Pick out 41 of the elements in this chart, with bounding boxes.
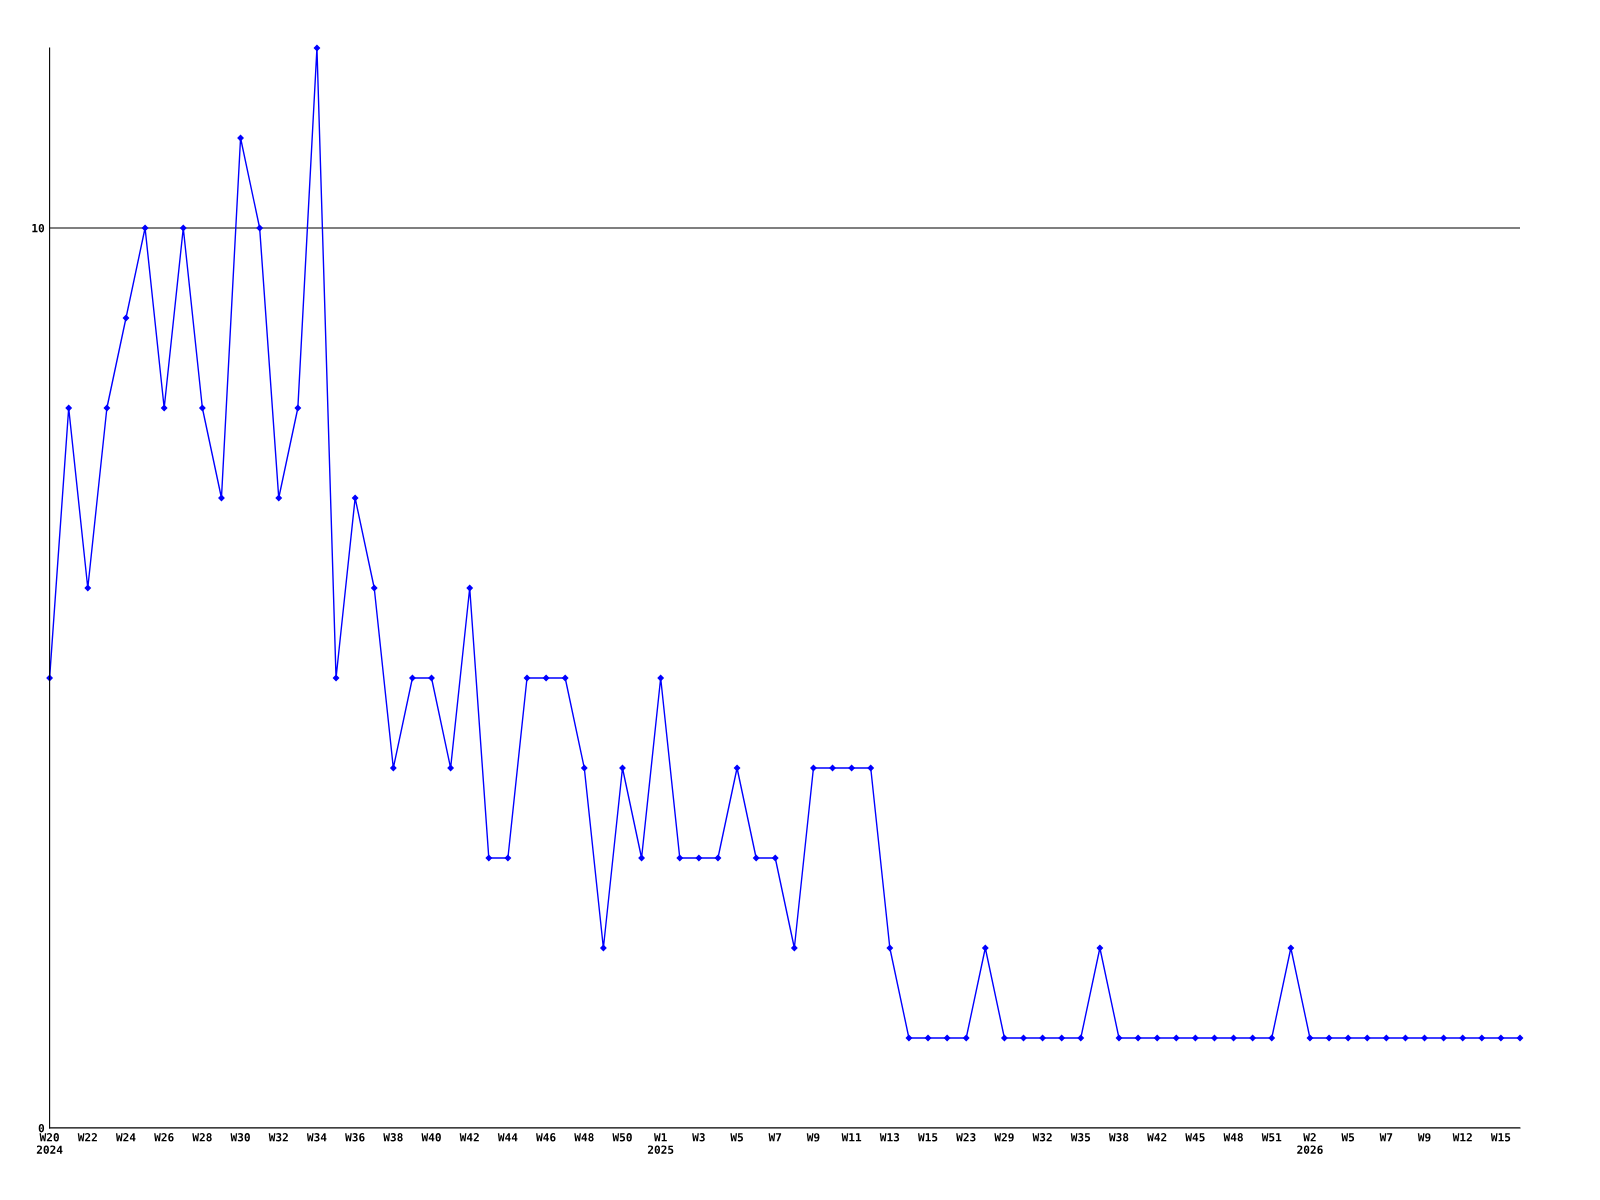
x-tick-label: W35	[1070, 1133, 1091, 1142]
x-tick-label: W42	[1147, 1133, 1167, 1142]
x-tick-label: W9	[1417, 1133, 1431, 1142]
x-tick-label: W50	[612, 1133, 632, 1142]
x-tick-label: W28	[192, 1133, 212, 1142]
x-tick-label: W48	[574, 1133, 594, 1142]
x-tick-label: W24	[115, 1133, 136, 1142]
y-tick-label: 10	[32, 223, 45, 233]
x-tick-label: W3	[692, 1133, 705, 1142]
x-tick-label: W9	[806, 1133, 820, 1142]
x-tick-label: W7	[1379, 1133, 1393, 1142]
x-tick-label: W15	[917, 1133, 938, 1142]
x-tick-label: W29	[994, 1133, 1014, 1142]
x-tick-label: W40	[421, 1133, 441, 1142]
x-tick-label: W46	[536, 1133, 556, 1142]
x-tick-label: W32	[268, 1133, 288, 1142]
x-tick-label: W12	[1452, 1133, 1472, 1142]
x-tick-label: W32	[1032, 1133, 1052, 1142]
x-tick-label: W13	[879, 1133, 900, 1142]
x-tick-label: W11	[841, 1133, 862, 1142]
x-tick-label: W34	[306, 1133, 327, 1142]
x-tick-label: W22	[77, 1133, 97, 1142]
x-tick-label: W23	[956, 1133, 976, 1142]
x-tick-label: W1 2025	[647, 1133, 674, 1154]
x-tick-label: W26	[154, 1133, 174, 1142]
x-tick-label: W30	[230, 1133, 250, 1142]
x-tick-label: W15	[1490, 1133, 1511, 1142]
x-tick-label: W44	[497, 1133, 518, 1142]
x-tick-label: W20 2024	[36, 1133, 63, 1154]
x-tick-label: W38	[383, 1133, 403, 1142]
y-tick-label: 0	[38, 1123, 45, 1133]
x-tick-label: W48	[1223, 1133, 1243, 1142]
x-tick-label: W45	[1185, 1133, 1205, 1142]
x-tick-label: W2 2026	[1297, 1133, 1323, 1154]
x-tick-label: W51	[1261, 1133, 1282, 1142]
x-tick-label: W7	[768, 1133, 782, 1142]
x-tick-label: W5	[1341, 1133, 1355, 1142]
x-tick-label: W38	[1108, 1133, 1129, 1142]
x-tick-label: W5	[730, 1133, 743, 1142]
x-tick-label: W42	[459, 1133, 479, 1142]
x-tick-label: W36	[345, 1133, 365, 1142]
